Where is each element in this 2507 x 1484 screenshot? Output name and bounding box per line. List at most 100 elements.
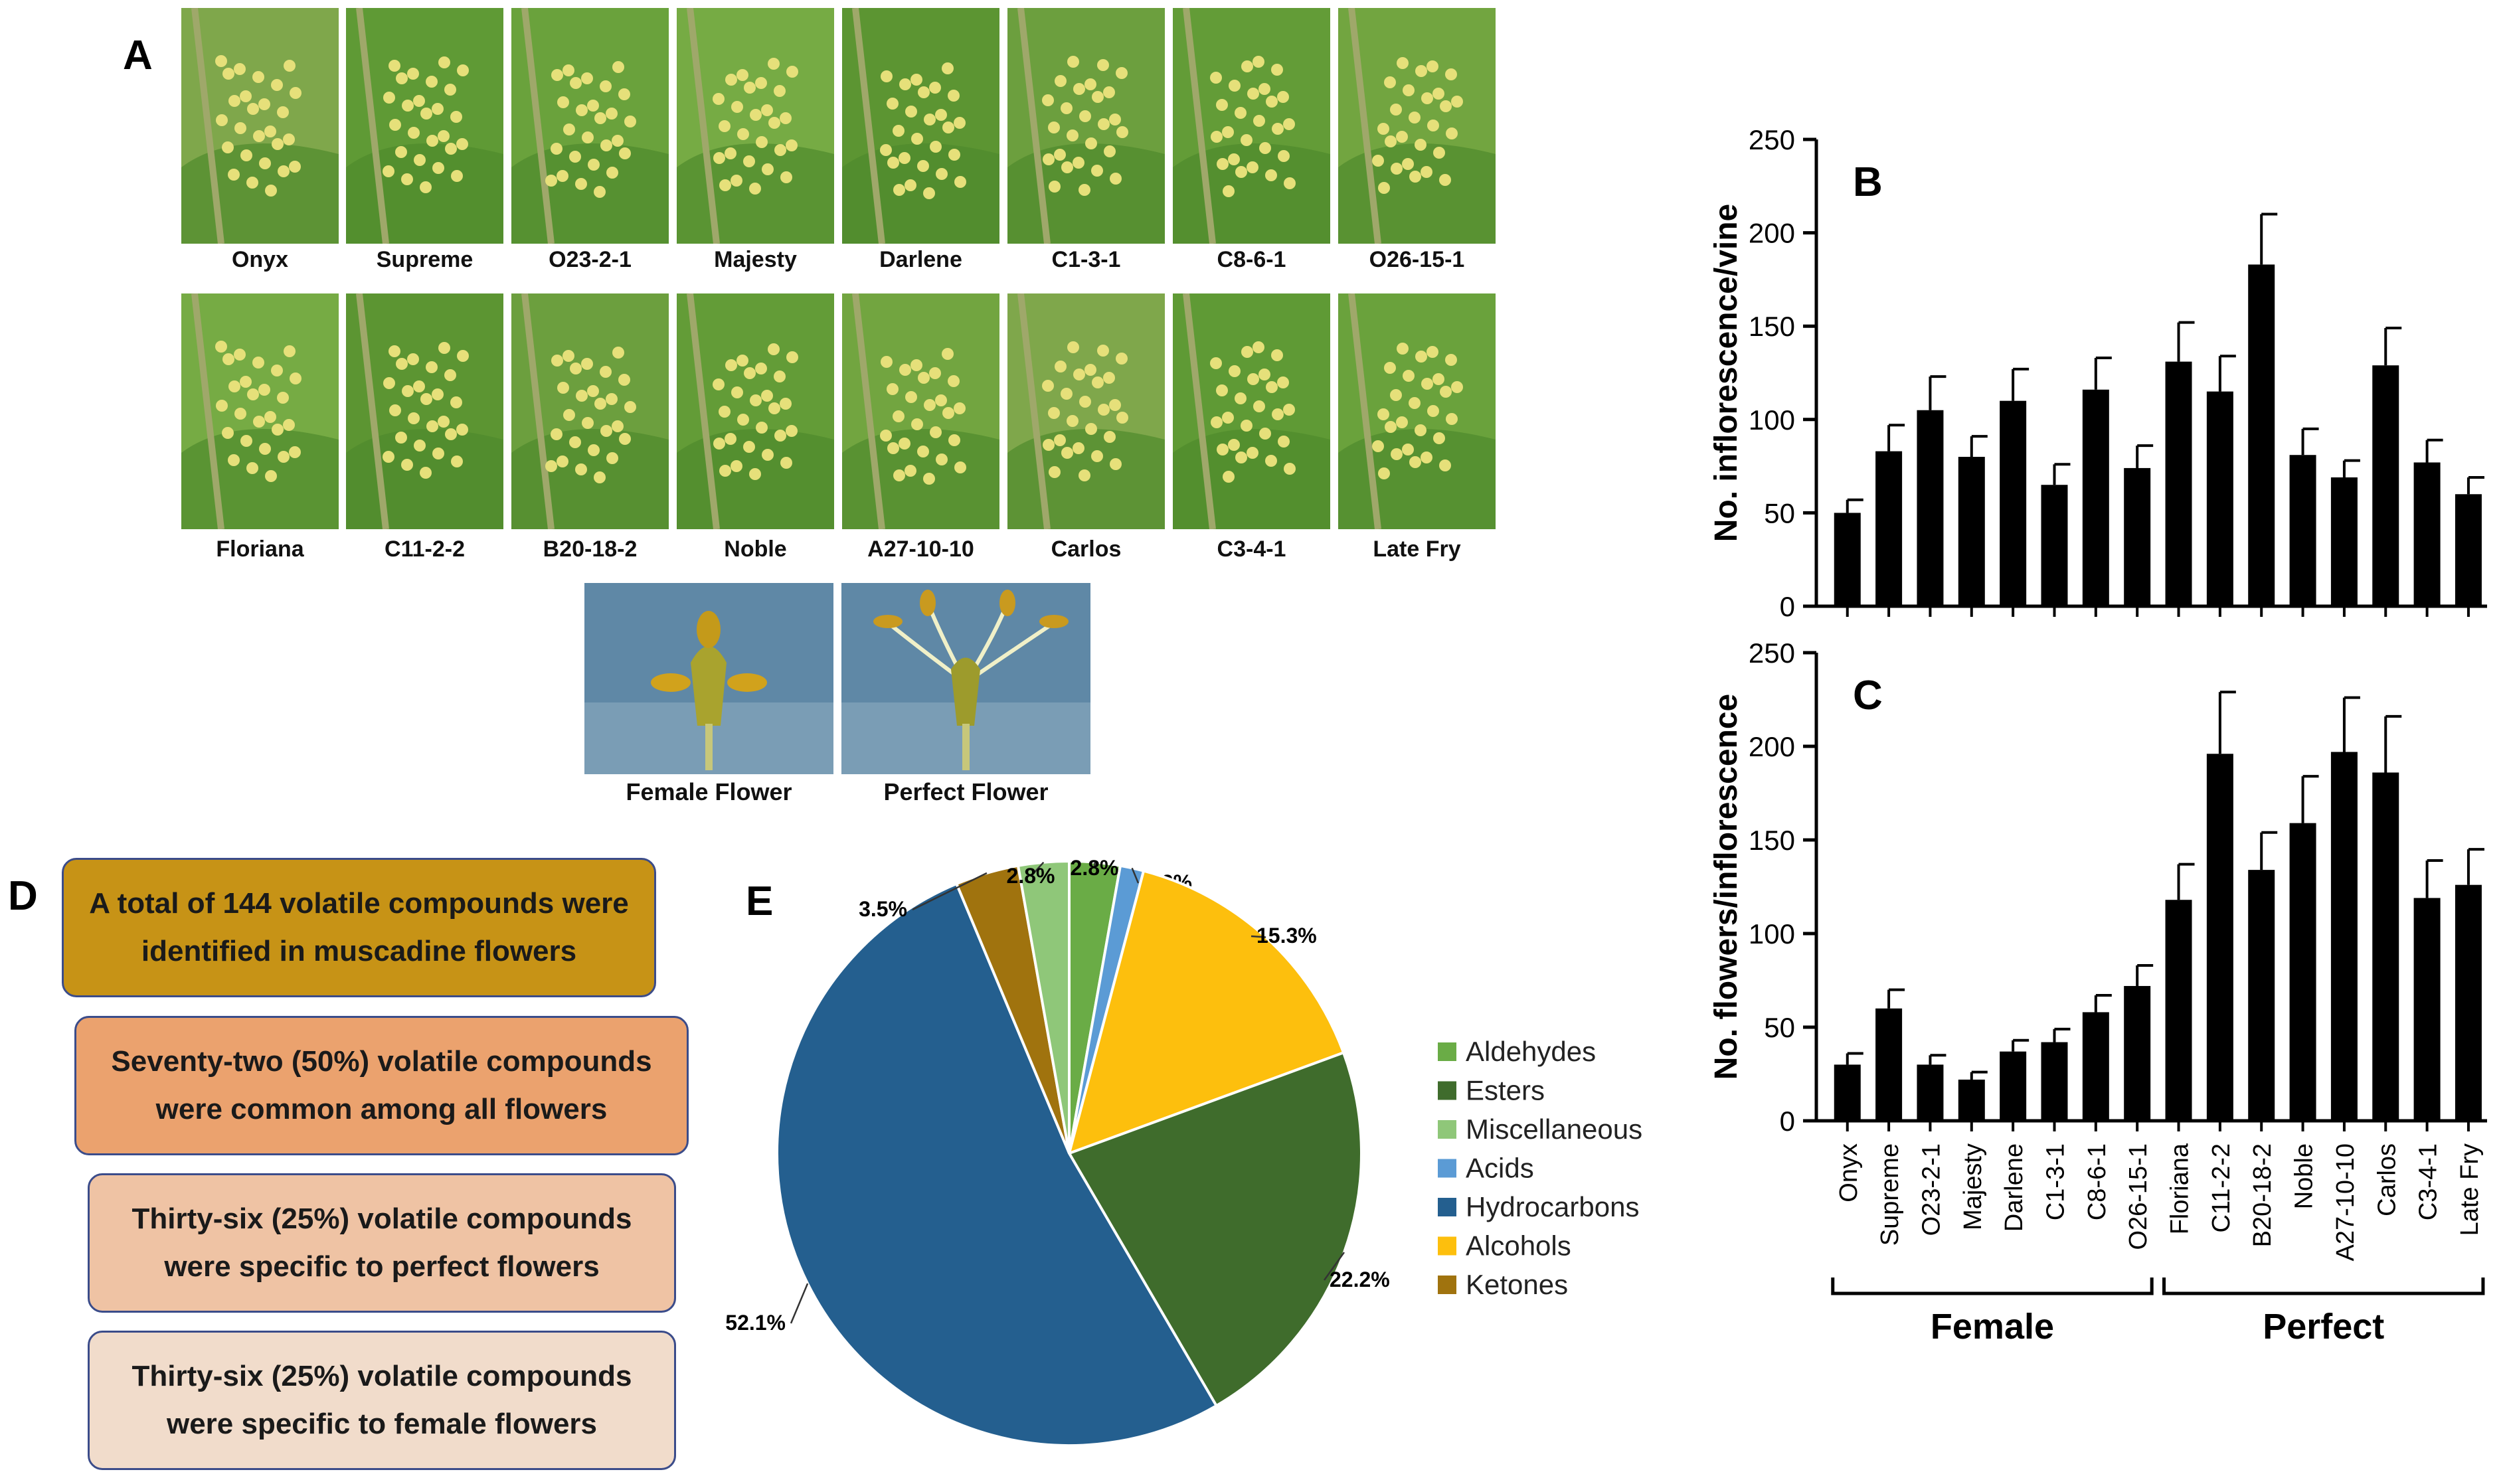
chart-c-ytick-label-150: 150 <box>1749 825 1795 856</box>
chart-c-bar-7 <box>2124 985 2151 1121</box>
summary-box-total-line2: identified in muscadine flowers <box>141 935 577 967</box>
chart-b-bar-9 <box>2206 391 2233 606</box>
chart-b-bar-14 <box>2413 462 2441 606</box>
photo-caption-r1-1: Supreme <box>376 247 474 272</box>
photo-caption-r2-5: Carlos <box>1051 536 1122 562</box>
legend-label-ketones: Ketones <box>1466 1269 1568 1300</box>
chart-e-panel-label: E <box>746 878 773 924</box>
chart-b-bar-6 <box>2082 389 2109 606</box>
photo-r1-5 <box>1007 8 1165 244</box>
female-flower-caption: Female Flower <box>626 778 792 805</box>
chart-b-bar-3 <box>1958 457 1985 606</box>
photo-r1-0 <box>181 8 339 244</box>
chart-c-bar-15 <box>2455 884 2482 1121</box>
chart-c-ytick-label-250: 250 <box>1749 637 1795 669</box>
chart-c-bar-5 <box>2041 1042 2068 1121</box>
chart-b-ytick-label-50: 50 <box>1764 497 1795 529</box>
chart-b-ytick-label-150: 150 <box>1749 311 1795 342</box>
chart-b-bar-15 <box>2455 494 2482 606</box>
chart-b-inflorescence: 0 50 100 150 200 250 No. inflorescence/vine B <box>1709 124 2487 622</box>
female-flower-photo <box>584 583 833 774</box>
photo-caption-r2-4: A27-10-10 <box>867 536 974 562</box>
chart-c-cat-label-4: Darlene <box>2000 1143 2028 1232</box>
chart-b-ytick-label-100: 100 <box>1749 404 1795 436</box>
perfect-flower-photo <box>841 583 1090 774</box>
chart-c-cat-label-10: B20-18-2 <box>2249 1143 2277 1247</box>
summary-box-perfect-line1: Thirty-six (25%) volatile compounds <box>131 1202 632 1235</box>
legend-swatch-alcohols <box>1438 1236 1456 1256</box>
pie-label-alcohols: 15.3% <box>1256 924 1317 948</box>
chart-c-cat-label-6: C8-6-1 <box>2083 1143 2111 1220</box>
summary-box-common-line2: were common among all flowers <box>155 1093 608 1125</box>
chart-b-bar-11 <box>2289 455 2316 606</box>
photo-r1-1 <box>346 8 503 244</box>
photo-r1-4 <box>842 8 999 244</box>
pie-leader-aldehydes <box>1093 862 1096 869</box>
chart-c-bar-0 <box>1834 1064 1861 1121</box>
pie-leader-miscellaneous <box>1030 861 1045 877</box>
chart-b-ylabel: No. inflorescence/vine <box>1709 204 1744 542</box>
chart-c-bar-1 <box>1875 1008 1903 1121</box>
chart-c-cat-label-5: C1-3-1 <box>2041 1143 2069 1220</box>
legend-swatch-aldehydes <box>1438 1042 1456 1061</box>
chart-c-cat-label-3: Majesty <box>1959 1143 1987 1230</box>
photo-r2-2 <box>511 293 669 529</box>
chart-b-panel-label: B <box>1853 159 1883 205</box>
chart-c-ytick-label-200: 200 <box>1749 731 1795 762</box>
photo-caption-r2-2: B20-18-2 <box>543 536 638 562</box>
photo-r2-6 <box>1173 293 1330 529</box>
photo-r1-7 <box>1338 8 1496 244</box>
pie-leader-alcohols <box>1251 935 1266 938</box>
panel-label-d: D <box>8 873 38 919</box>
chart-c-cat-label-13: Carlos <box>2373 1143 2401 1216</box>
chart-c-cat-label-15: Late Fry <box>2456 1143 2484 1236</box>
photo-caption-r2-0: Floriana <box>216 536 304 562</box>
chart-b-bar-7 <box>2124 467 2151 606</box>
summary-box-common: Seventy-two (50%) volatile compounds were… <box>74 1016 689 1155</box>
chart-c-cat-label-1: Supreme <box>1876 1143 1904 1246</box>
legend-label-miscellaneous: Miscellaneous <box>1466 1113 1642 1145</box>
legend-swatch-hydrocarbons <box>1438 1198 1456 1216</box>
photo-caption-r1-2: O23-2-1 <box>549 247 632 272</box>
chart-c-bar-11 <box>2289 823 2316 1121</box>
photo-caption-r2-3: Noble <box>724 536 787 562</box>
chart-c-ylabel: No. flowers/inflorescence <box>1709 694 1744 1080</box>
chart-c-group-label-0: Female <box>1931 1307 2054 1347</box>
legend-label-alcohols: Alcohols <box>1466 1230 1571 1262</box>
legend-swatch-esters <box>1438 1081 1456 1100</box>
chart-c-group-bracket-0 <box>1831 1278 2154 1295</box>
photo-caption-r1-6: C8-6-1 <box>1217 247 1286 272</box>
chart-b-bar-4 <box>2000 400 2027 606</box>
chart-c-cat-label-11: Noble <box>2291 1143 2318 1209</box>
chart-c-cat-label-8: Floriana <box>2166 1143 2194 1234</box>
photo-r2-0 <box>181 293 339 529</box>
photo-caption-r1-3: Majesty <box>714 247 797 272</box>
legend-swatch-miscellaneous <box>1438 1120 1456 1139</box>
pie-leader-esters <box>1323 1252 1345 1281</box>
pie-label-esters: 22.2% <box>1330 1268 1390 1291</box>
chart-c-bar-9 <box>2206 754 2233 1121</box>
chart-b-ytick-label-0: 0 <box>1780 591 1795 622</box>
chart-b-bar-2 <box>1917 410 1944 606</box>
legend-swatch-acids <box>1438 1159 1456 1178</box>
photo-r2-4 <box>842 293 999 529</box>
chart-b-ytick-label-250: 250 <box>1749 124 1795 155</box>
chart-c-bar-3 <box>1958 1079 1985 1121</box>
photo-r1-3 <box>677 8 834 244</box>
photo-r2-7 <box>1338 293 1496 529</box>
chart-c-cat-label-9: C11-2-2 <box>2207 1143 2235 1232</box>
chart-c-ytick-label-50: 50 <box>1764 1012 1795 1043</box>
chart-c-cat-label-7: O26-15-1 <box>2124 1143 2152 1250</box>
chart-c-bar-4 <box>2000 1051 2027 1121</box>
summary-box-female-line2: were specific to female flowers <box>166 1408 598 1440</box>
pie-leader-acids <box>1131 867 1140 884</box>
chart-b-bar-1 <box>1875 451 1903 606</box>
chart-b-bar-5 <box>2041 485 2068 606</box>
chart-c-cat-label-2: O23-2-1 <box>1917 1143 1945 1236</box>
chart-c-cat-label-12: A27-10-10 <box>2332 1143 2360 1261</box>
chart-c-bar-6 <box>2082 1012 2109 1121</box>
chart-c-bar-14 <box>2413 898 2441 1121</box>
chart-c-bar-13 <box>2372 772 2399 1121</box>
chart-c-bar-8 <box>2165 900 2192 1121</box>
panel-a-photos: A Onyx Supreme O23-2-1 Majesty <box>0 0 1527 823</box>
